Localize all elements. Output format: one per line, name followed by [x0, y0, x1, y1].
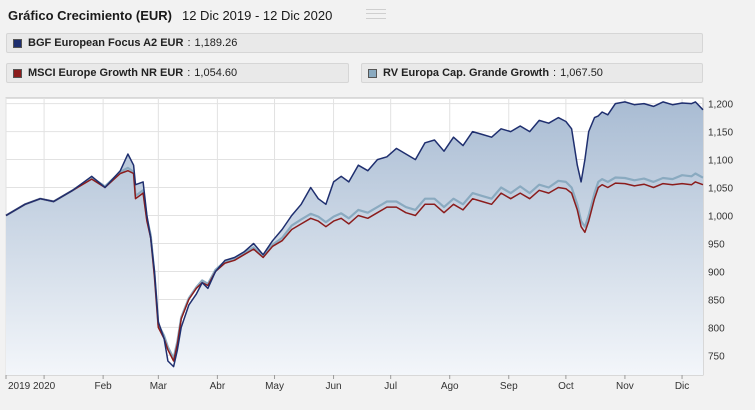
y-tick-label: 1,100 [708, 156, 733, 167]
series-area-fill [6, 101, 703, 376]
legend-series-name: RV Europa Cap. Grande Growth [383, 67, 550, 79]
x-tick-label: Sep [500, 381, 518, 392]
date-range: 12 Dic 2019 - 12 Dic 2020 [181, 7, 333, 23]
legend-item-rv-europa[interactable]: RV Europa Cap. Grande Growth : 1,067.50 [361, 63, 703, 83]
legend-separator: : [553, 67, 557, 79]
x-tick-label: Nov [616, 381, 634, 392]
x-tick-label: Dic [675, 381, 689, 392]
legend-separator: : [187, 67, 191, 79]
legend-swatch-bgf [13, 38, 22, 48]
x-tick-label: Oct [558, 381, 574, 392]
y-tick-label: 900 [708, 267, 725, 278]
series-line-bgf-european-focus-a2-eur [5, 101, 704, 368]
y-tick-label: 1,000 [708, 212, 733, 223]
y-tick-label: 850 [708, 295, 725, 306]
chart-title: Gráfico Crecimiento (EUR) [8, 7, 172, 23]
x-tick-label: Feb [95, 381, 113, 392]
legend-item-msci[interactable]: MSCI Europe Growth NR EUR : 1,054.60 [6, 63, 349, 83]
chart-svg: 1,200 1,150 1,100 1,050 1,000 950 900 850 800 750… [5, 97, 733, 392]
chart-header: Gráfico Crecimiento (EUR) 12 Dic 2019 - … [8, 6, 332, 24]
legend-series-value: 1,189.26 [194, 37, 238, 49]
x-tick-label: Ago [441, 381, 459, 392]
drag-handle-icon[interactable] [366, 9, 386, 19]
x-tick-label: 2020 [33, 381, 56, 392]
x-tick-label: May [265, 381, 284, 392]
x-tick-label: Mar [150, 381, 168, 392]
legend-separator: : [187, 37, 191, 49]
y-tick-label: 1,050 [708, 184, 733, 195]
legend-item-bgf[interactable]: BGF European Focus A2 EUR : 1,189.26 [6, 33, 703, 53]
y-tick-label: 1,200 [708, 100, 733, 111]
x-tick-label: Jun [325, 381, 341, 392]
x-tick-label: 2019 [8, 381, 31, 392]
legend-swatch-msci [13, 68, 22, 78]
legend-series-value: 1,067.50 [560, 67, 603, 79]
legend-series-value: 1,054.60 [194, 67, 238, 79]
growth-chart: 1,200 1,150 1,100 1,050 1,000 950 900 850 800 750… [0, 94, 755, 405]
x-tick-label: Jul [384, 381, 397, 392]
y-tick-label: 1,150 [708, 128, 733, 139]
y-tick-label: 800 [708, 323, 725, 334]
legend-series-name: BGF European Focus A2 EUR [28, 37, 184, 49]
legend-series-name: MSCI Europe Growth NR EUR [28, 67, 184, 79]
x-tick-label: Abr [210, 381, 226, 392]
y-tick-label: 750 [708, 351, 725, 362]
legend-swatch-rv-europa [368, 68, 377, 78]
y-tick-label: 950 [708, 239, 725, 250]
